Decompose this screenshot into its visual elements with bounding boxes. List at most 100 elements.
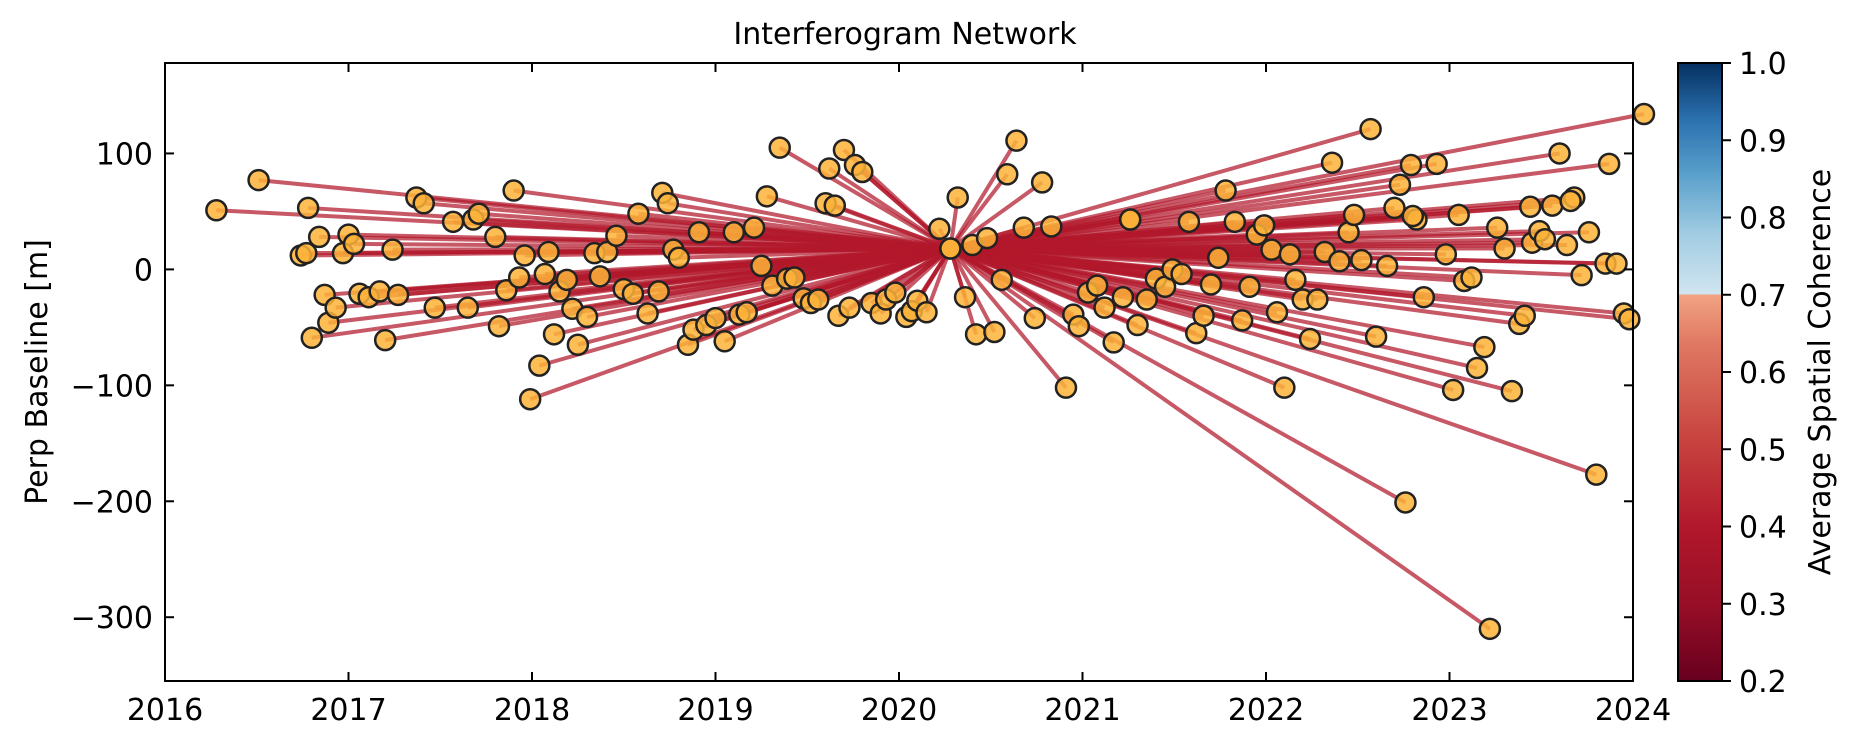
interferogram-edge [817,246,952,302]
x-tick-label: 2023 [1411,693,1487,728]
acquisition-point [1252,214,1276,237]
interferogram-edge [924,247,953,313]
interferogram-edge [949,246,1407,505]
interferogram-edge [766,194,951,251]
x-axis: 2016 2017 2018 2019 2020 2021 2022 2023 2024 [127,63,1671,728]
interferogram-edge [950,243,1567,251]
y-tick-label: 0 [134,253,153,288]
acquisition-point [1485,216,1509,239]
acquisition-point [1441,378,1465,402]
acquisition-point [1342,203,1366,227]
acquisition-point [1425,152,1448,176]
acquisition-point [307,225,331,249]
acquisition-point [627,202,650,225]
acquisition-point [1284,268,1307,292]
interferogram-edge [949,246,1478,370]
acquisition-point [533,262,557,286]
acquisition-point [838,296,861,319]
acquisition-point [1067,314,1091,338]
x-tick-label: 2019 [677,693,753,728]
acquisition-point [996,163,1019,186]
acquisition-point [467,202,491,225]
acquisition-point [1493,237,1516,260]
y-axis-label: Perp Baseline [m] [20,239,55,505]
acquisition-point [1306,288,1329,311]
acquisition-point [832,138,856,162]
acquisition-point [1460,266,1483,289]
acquisition-point [1447,203,1470,227]
acquisition-point [484,225,507,249]
acquisition-point [1518,195,1542,219]
y-tick-label: −100 [71,369,153,404]
acquisition-point [783,266,806,289]
acquisition-point [687,221,711,244]
acquisition-point [555,268,579,292]
acquisition-point [1192,304,1215,328]
acquisition-point [1328,250,1351,273]
acquisition-point [542,323,566,346]
interferogram-edge [678,246,951,260]
acquisition-point [373,328,397,352]
acquisition-point [1559,189,1582,213]
x-tick-label: 2020 [861,693,937,728]
interferogram-edge [949,112,1645,251]
acquisition-point [1012,216,1036,239]
acquisition-point [205,199,228,222]
acquisition-point [1473,335,1496,359]
acquisition-point [1265,301,1289,324]
acquisition-point [502,179,525,202]
acquisition-point [575,305,599,329]
x-tick-label: 2018 [494,693,570,728]
acquisition-point [1513,304,1536,328]
acquisition-point [1207,246,1230,270]
acquisition-point [1238,275,1261,299]
acquisition-point [990,268,1014,292]
acquisition-point [964,323,988,346]
acquisition-point [423,296,446,319]
acquisition-point [851,160,874,184]
acquisition-point [621,282,645,305]
acquisition-point [983,320,1006,344]
acquisition-point [1533,227,1557,251]
interferogram-edge [834,203,952,251]
acquisition-point [381,238,404,261]
acquisition-point [1434,243,1458,266]
interferogram-edge [577,246,951,347]
acquisition-point [1388,173,1412,196]
acquisition-point [1394,491,1417,514]
acquisition-point [953,285,977,309]
acquisition-point [768,136,791,159]
acquisition-point [1199,273,1223,296]
acquisition-point [823,194,847,217]
acquisition-point [1005,129,1028,152]
colorbar-tick-label: 0.2 [1739,665,1787,700]
acquisition-point [1135,288,1158,311]
acquisition-point [1085,274,1109,297]
colorbar-tick-label: 0.4 [1739,511,1787,546]
acquisition-point [1040,215,1063,238]
colorbar-tick-label: 1.0 [1739,47,1787,82]
acquisition-point [537,240,560,264]
interferogram-edge [950,214,1413,251]
acquisition-point [1223,210,1247,234]
interferogram-edge [667,201,951,251]
acquisition-point [939,237,962,260]
acquisition-point [884,281,907,304]
acquisition-point [1214,179,1237,202]
colorbar-tick-label: 0.5 [1739,433,1787,468]
colorbar-label: Average Spatial Coherence [1803,169,1838,575]
acquisition-point [1054,376,1078,399]
acquisition-point [1541,194,1564,217]
interferogram-edge [949,246,1597,477]
acquisition-point [946,186,969,209]
acquisition-point [1570,263,1593,287]
acquisition-point [368,280,391,303]
acquisition-point [1023,306,1047,330]
acquisition-point [528,354,551,377]
acquisition-point [1478,617,1502,641]
acquisition-point [636,302,659,325]
acquisition-point [513,244,536,267]
acquisition-point [1278,243,1302,266]
acquisition-point [1093,296,1116,319]
